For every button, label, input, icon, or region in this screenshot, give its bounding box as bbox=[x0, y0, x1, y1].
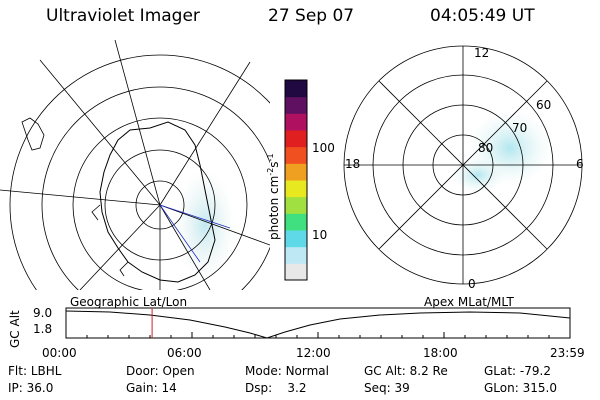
colorbar-band bbox=[285, 96, 307, 114]
status-glon: GLon: 315.0 bbox=[484, 381, 557, 395]
colorbar-band bbox=[285, 113, 307, 131]
meridian bbox=[159, 204, 270, 246]
meridian bbox=[39, 59, 161, 206]
colorbar-tick-100: 100 bbox=[312, 141, 335, 155]
colorbar-band bbox=[285, 180, 307, 198]
lat-label-60: 60 bbox=[536, 98, 552, 112]
meridian bbox=[159, 61, 251, 206]
track-line bbox=[159, 204, 201, 263]
timeline-xtick-1: 06:00 bbox=[167, 346, 202, 360]
aurora-emission-left bbox=[175, 170, 235, 280]
coastline bbox=[91, 204, 101, 221]
mlt-label-18: 18 bbox=[345, 157, 361, 171]
polar-meridian bbox=[378, 80, 548, 250]
timeline-xtick-4: 23:59 bbox=[550, 346, 585, 360]
meridian bbox=[114, 40, 161, 206]
colorbar-band bbox=[285, 130, 307, 148]
colorbar-band bbox=[285, 196, 307, 214]
coastline bbox=[21, 117, 45, 151]
coastline bbox=[99, 121, 216, 283]
status-door: Door: Open bbox=[126, 364, 195, 378]
status-filter: Flt: LBHL bbox=[8, 364, 62, 378]
status-gc-alt: GC Alt: 8.2 Re bbox=[364, 364, 448, 378]
status-dsp: Dsp: 3.2 bbox=[245, 381, 307, 395]
colorbar-band bbox=[285, 246, 307, 264]
timeline-right-label: Apex MLat/MLT bbox=[424, 295, 514, 309]
instrument-title: Ultraviolet Imager bbox=[46, 6, 200, 26]
lat-circle bbox=[41, 86, 270, 290]
lat-circle bbox=[9, 54, 270, 290]
lat-circle bbox=[72, 117, 248, 290]
timeline-xtick-3: 18:00 bbox=[423, 346, 458, 360]
colorbar-band bbox=[285, 80, 307, 98]
status-gain: Gain: 14 bbox=[126, 381, 177, 395]
colorbar-band bbox=[285, 163, 307, 181]
status-seq: Seq: 39 bbox=[364, 381, 410, 395]
timeline-ytick-bottom: 1.8 bbox=[33, 322, 53, 336]
date-label: 27 Sep 07 bbox=[268, 6, 355, 26]
colorbar-band bbox=[285, 263, 307, 281]
colorbar-band bbox=[285, 230, 307, 248]
status-ip: IP: 36.0 bbox=[8, 381, 54, 395]
colorbar-band bbox=[285, 146, 307, 164]
status-glat: GLat: -79.2 bbox=[484, 364, 551, 378]
aurora-emission-right bbox=[452, 157, 504, 193]
track-line bbox=[159, 204, 231, 229]
timeline-ytick-top: 9.0 bbox=[33, 306, 53, 320]
mlt-label-12: 12 bbox=[474, 46, 490, 60]
altitude-curve bbox=[65, 310, 571, 339]
status-mode: Mode: Normal bbox=[245, 364, 329, 378]
timeline-xtick-2: 12:00 bbox=[296, 346, 331, 360]
timeline-xtick-0: 00:00 bbox=[42, 346, 77, 360]
mlt-label-0: 0 bbox=[468, 277, 476, 291]
coastline bbox=[119, 261, 129, 277]
lat-label-70: 70 bbox=[512, 121, 528, 135]
meridian bbox=[0, 189, 161, 206]
lat-label-80: 80 bbox=[478, 141, 494, 155]
colorbar-band bbox=[285, 213, 307, 231]
meridian bbox=[79, 204, 161, 290]
mlt-label-6: 6 bbox=[576, 157, 584, 171]
timeline-left-label: Geographic Lat/Lon bbox=[70, 295, 188, 309]
meridian bbox=[159, 204, 211, 290]
time-label: 04:05:49 UT bbox=[430, 6, 535, 26]
colorbar-tick-10: 10 bbox=[312, 228, 328, 242]
